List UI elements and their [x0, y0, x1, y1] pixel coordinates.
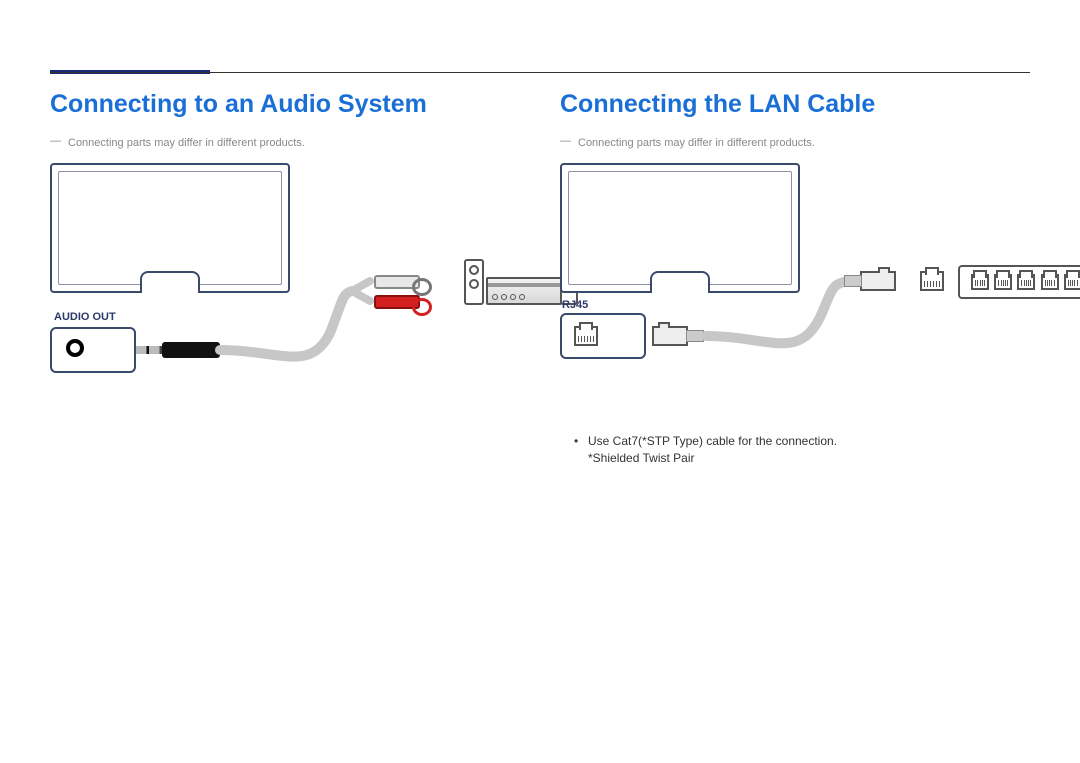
- audio-cable-icon: [50, 163, 530, 413]
- lan-note: Connecting parts may differ in different…: [560, 137, 1040, 149]
- header-rule: [50, 72, 1030, 73]
- audio-note: Connecting parts may differ in different…: [50, 137, 530, 149]
- lan-bullet-1-sub: *Shielded Twist Pair: [588, 451, 695, 465]
- switch-port-icon: [1017, 274, 1035, 290]
- lan-section: Connecting the LAN Cable Connecting part…: [560, 90, 1040, 468]
- switch-port-icon: [1064, 274, 1080, 290]
- lan-bullets: Use Cat7(*STP Type) cable for the connec…: [560, 433, 1040, 468]
- lan-diagram: RJ45: [560, 163, 1040, 413]
- lan-bullet-1: Use Cat7(*STP Type) cable for the connec…: [574, 433, 1040, 468]
- rj45-jack-icon: [920, 271, 944, 291]
- switch-port-icon: [1041, 274, 1059, 290]
- audio-diagram: AUDIO OUT .rca[data-name="rca-white-plug…: [50, 163, 530, 413]
- switch-port-icon: [994, 274, 1012, 290]
- audio-title: Connecting to an Audio System: [50, 90, 530, 119]
- page-columns: Connecting to an Audio System Connecting…: [50, 90, 1030, 468]
- network-switch-icon: [958, 265, 1080, 299]
- rca-white-plug-icon: [374, 275, 420, 289]
- lan-title: Connecting the LAN Cable: [560, 90, 1040, 119]
- lan-plug-right-icon: [860, 271, 896, 291]
- audio-section: Connecting to an Audio System Connecting…: [50, 90, 530, 468]
- audio-receiver-icon: [486, 277, 562, 305]
- rca-red-plug-icon: [374, 295, 420, 309]
- lan-bullet-1-text: Use Cat7(*STP Type) cable for the connec…: [588, 434, 837, 448]
- switch-port-icon: [971, 274, 989, 290]
- speaker-left-icon: [464, 259, 484, 305]
